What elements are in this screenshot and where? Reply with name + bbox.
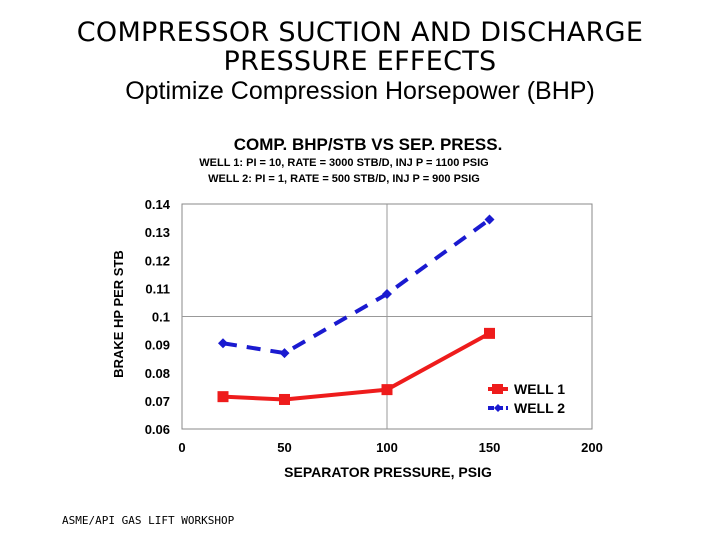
y-tick-label: 0.14: [145, 197, 171, 212]
data-point-well-1: [217, 391, 229, 403]
data-point-well-2: [279, 348, 290, 359]
data-point-well-2: [382, 289, 392, 299]
y-tick-label: 0.07: [145, 394, 170, 409]
slide-subtitle: Optimize Compression Horsepower (BHP): [125, 77, 595, 105]
legend-label-well-2: WELL 2: [514, 400, 565, 416]
data-point-well-1: [484, 327, 495, 339]
data-point-well-2: [218, 338, 228, 349]
slide-title-line1: COMPRESSOR SUCTION AND DISCHARGE: [76, 17, 644, 48]
footer: ASME/API GAS LIFT WORKSHOP: [62, 514, 235, 527]
x-tick-label: 0: [178, 440, 185, 455]
x-tick-label: 150: [479, 440, 501, 455]
y-axis-label: BRAKE HP PER STB: [111, 250, 126, 378]
series-line-well-1: [222, 331, 491, 402]
legend-marker-well-2: [494, 404, 502, 412]
chart-title: COMP. BHP/STB VS SEP. PRESS.: [234, 135, 503, 154]
x-tick-label: 50: [277, 440, 291, 455]
y-tick-label: 0.11: [145, 281, 170, 296]
y-tick-label: 0.12: [145, 253, 170, 268]
slide-title-line2: PRESSURE EFFECTS: [223, 46, 497, 77]
chart-subtitle-well2: WELL 2: PI = 1, RATE = 500 STB/D, INJ P …: [208, 173, 480, 185]
legend-marker-well-1: [492, 384, 503, 394]
y-tick-label: 0.06: [145, 422, 170, 437]
y-tick-label: 0.13: [145, 225, 170, 240]
y-tick-label: 0.08: [145, 366, 170, 381]
y-tick-label: 0.1: [152, 310, 170, 325]
data-point-well-1: [381, 384, 393, 396]
y-tick-label: 0.09: [145, 338, 170, 353]
data-point-well-1: [279, 393, 290, 405]
series-line-well-2: [222, 217, 491, 356]
data-point-well-2: [484, 214, 495, 225]
x-tick-label: 200: [581, 440, 603, 455]
x-tick-label: 100: [376, 440, 398, 455]
x-axis-label: SEPARATOR PRESSURE, PSIG: [284, 464, 492, 480]
legend-label-well-1: WELL 1: [514, 381, 565, 397]
slide-title: COMPRESSOR SUCTION AND DISCHARGE PRESSUR…: [0, 18, 720, 76]
chart-subtitle-well1: WELL 1: PI = 10, RATE = 3000 STB/D, INJ …: [199, 157, 489, 169]
